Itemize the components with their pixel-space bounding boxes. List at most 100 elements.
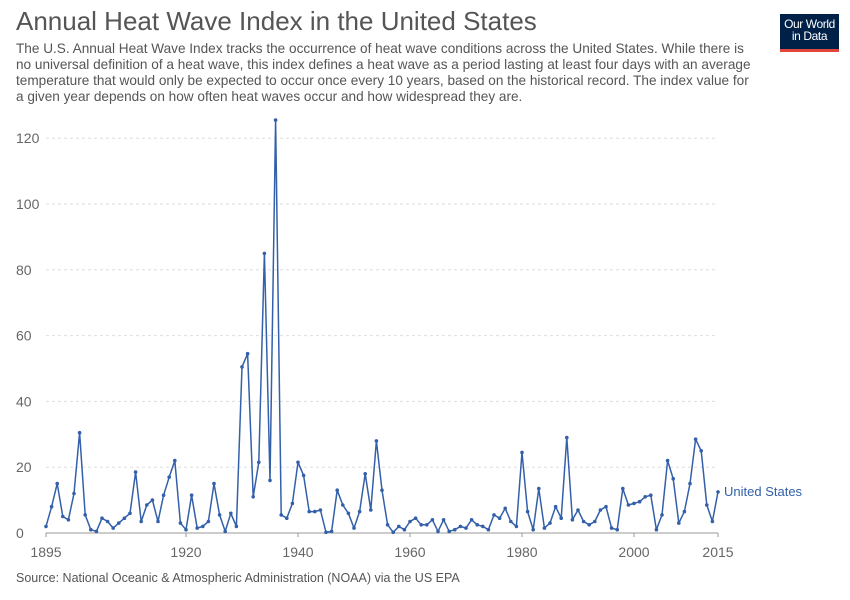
data-point [273, 118, 278, 122]
data-point [223, 529, 227, 534]
x-tick-label: 2000 [618, 544, 649, 560]
data-point [593, 519, 597, 524]
y-tick-label: 60 [16, 328, 32, 344]
data-point [55, 481, 59, 486]
data-point [296, 460, 300, 465]
y-tick-label: 120 [16, 130, 40, 146]
data-point [716, 490, 720, 494]
data-point [313, 509, 317, 514]
data-point [352, 526, 356, 530]
data-point [475, 523, 480, 527]
data-point [100, 516, 104, 520]
data-point [240, 365, 244, 369]
data-point [643, 495, 647, 499]
data-point [184, 527, 188, 532]
data-point [329, 529, 334, 534]
data-point [318, 508, 323, 512]
data-point [89, 527, 93, 532]
y-tick-label: 40 [16, 393, 32, 409]
data-point [217, 513, 222, 517]
data-point [430, 518, 435, 522]
y-tick-label: 100 [16, 196, 40, 212]
data-point [413, 516, 418, 520]
data-point [665, 458, 670, 463]
data-point [117, 521, 121, 525]
data-point [285, 516, 289, 520]
data-point [509, 519, 513, 524]
data-point [581, 519, 586, 524]
x-axis [45, 532, 719, 537]
data-point [688, 481, 692, 486]
data-point [391, 530, 396, 535]
data-point [402, 527, 407, 532]
data-point [542, 526, 547, 530]
data-point [77, 430, 82, 435]
data-point [705, 503, 709, 507]
data-point [128, 511, 132, 516]
data-point [301, 473, 306, 478]
data-point [167, 475, 171, 479]
chart-subtitle: The U.S. Annual Heat Wave Index tracks t… [16, 41, 751, 104]
data-point [503, 506, 508, 511]
data-point [649, 493, 653, 498]
data-point [279, 513, 284, 517]
data-point [161, 493, 166, 498]
gridlines [46, 137, 718, 468]
data-point [122, 516, 127, 520]
data-point [492, 513, 496, 517]
x-tick-label: 1940 [282, 544, 313, 560]
data-point [44, 524, 48, 529]
data-point [637, 499, 642, 504]
data-point [201, 524, 205, 529]
data-point [307, 509, 312, 514]
data-point [441, 518, 446, 522]
data-point [615, 527, 619, 532]
data-point [464, 526, 468, 530]
data-point [156, 519, 160, 524]
data-point [598, 508, 603, 512]
data-point [570, 518, 575, 522]
y-tick-label: 0 [16, 525, 24, 541]
x-tick-label: 1960 [394, 544, 425, 560]
data-point [385, 523, 390, 527]
data-point [234, 524, 239, 529]
data-point [206, 519, 211, 524]
data-point [453, 527, 457, 532]
data-point [61, 514, 65, 519]
owid-logo[interactable]: Our World in Data [780, 14, 839, 52]
data-point [548, 521, 552, 525]
data-point [324, 530, 328, 535]
data-point [83, 513, 87, 517]
series-group: United States [44, 118, 803, 535]
data-point [346, 511, 351, 516]
data-point [458, 524, 463, 529]
data-point [609, 526, 614, 530]
data-point [66, 518, 71, 522]
data-point [139, 519, 143, 524]
data-point [189, 493, 194, 498]
data-point [682, 509, 687, 514]
data-point [374, 439, 379, 443]
series-line [45, 119, 719, 534]
data-point [72, 491, 76, 496]
data-point [514, 524, 519, 529]
data-point [525, 509, 530, 514]
data-point [553, 504, 558, 509]
data-point [408, 519, 412, 524]
x-tick-label: 1895 [30, 544, 61, 560]
data-point [262, 251, 267, 256]
data-point [341, 503, 345, 507]
data-point [335, 488, 340, 493]
data-point [145, 503, 149, 507]
data-point [626, 503, 631, 507]
data-point [654, 527, 659, 532]
logo-line-1: Our World [784, 17, 835, 31]
data-point [710, 519, 715, 524]
data-point [212, 481, 216, 486]
data-point [632, 501, 636, 506]
data-point [268, 478, 272, 483]
series-label: United States [724, 484, 803, 499]
data-point [105, 519, 110, 524]
data-point [497, 516, 502, 520]
